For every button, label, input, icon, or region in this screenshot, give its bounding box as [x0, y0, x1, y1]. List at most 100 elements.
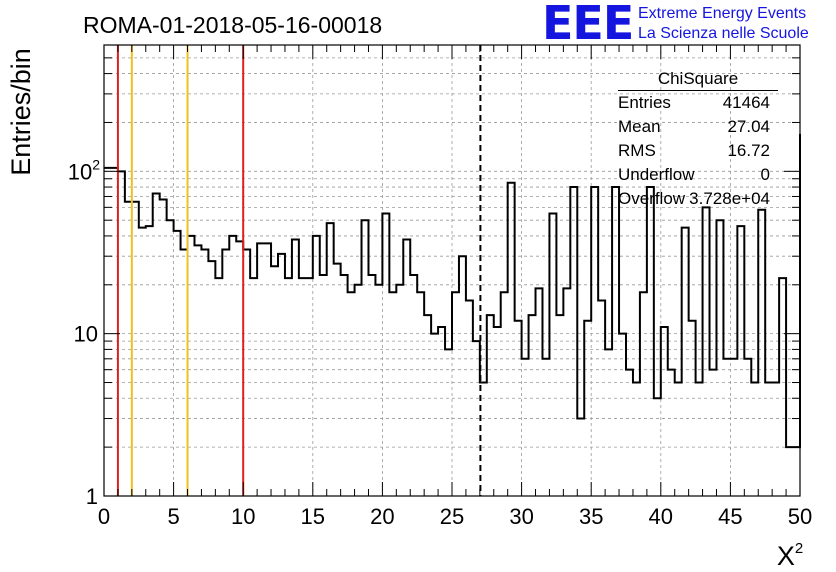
x-axis-label: X2	[777, 540, 803, 571]
histogram-bin	[229, 236, 236, 496]
histogram-bin	[125, 202, 132, 496]
y-tick-label: 1	[86, 484, 98, 509]
histogram-bin	[396, 285, 403, 496]
histogram-bin	[417, 292, 424, 496]
histogram-bin	[682, 228, 689, 496]
x-axis-label-superscript: 2	[795, 540, 803, 557]
stats-label: Mean	[618, 117, 661, 136]
histogram-bin	[779, 278, 786, 496]
x-tick-label: 20	[370, 504, 394, 529]
stats-row-underflow: Underflow 0	[610, 163, 778, 187]
histogram-bin	[751, 383, 758, 496]
histogram-bin	[716, 220, 723, 496]
histogram-bin	[292, 240, 299, 496]
histogram-bin	[139, 228, 146, 496]
histogram-bin	[668, 370, 675, 496]
histogram-bin	[640, 292, 647, 496]
x-tick-label: 40	[649, 504, 673, 529]
x-tick-label: 5	[167, 504, 179, 529]
x-tick-label: 45	[718, 504, 742, 529]
histogram-bin	[696, 383, 703, 496]
histogram-bin	[327, 223, 334, 496]
histogram-bin	[536, 288, 543, 496]
histogram-bin	[194, 245, 201, 496]
histogram-bin	[257, 243, 264, 496]
histogram-bin	[501, 292, 508, 496]
histogram-bin	[334, 264, 341, 496]
stats-box: ChiSquare Entries 41464 Mean 27.04 RMS 1…	[610, 68, 778, 211]
chart-title: ROMA-01-2018-05-16-00018	[83, 12, 383, 38]
histogram-bin	[508, 183, 515, 496]
histogram-bin	[243, 249, 250, 496]
stats-label: Entries	[618, 93, 671, 112]
histogram-bin	[563, 288, 570, 496]
histogram-bin	[522, 359, 529, 496]
histogram-bin	[591, 187, 598, 496]
histogram-bin	[188, 236, 195, 496]
logo-letters: EEE	[542, 0, 634, 50]
histogram-bin	[271, 266, 278, 496]
histogram-bin	[285, 278, 292, 496]
histogram-bin	[382, 213, 389, 496]
histogram-bin	[654, 398, 661, 496]
histogram-bin	[438, 327, 445, 496]
x-tick-label: 25	[440, 504, 464, 529]
stats-label: RMS	[618, 141, 656, 160]
histogram-bin	[146, 226, 153, 496]
histogram-bin	[403, 240, 410, 496]
histogram-bin	[772, 383, 779, 496]
histogram-bin	[313, 236, 320, 496]
histogram-bin	[647, 187, 654, 496]
histogram-bin	[710, 370, 717, 496]
y-tick-label-base: 10	[68, 159, 92, 184]
histogram-bin	[675, 383, 682, 496]
histogram-bin	[584, 321, 591, 496]
histogram-bin	[236, 241, 243, 496]
histogram-bin	[201, 249, 208, 496]
histogram-bin	[320, 275, 327, 496]
histogram-bin	[556, 315, 563, 496]
histogram-bin	[744, 359, 751, 496]
histogram-bin	[368, 275, 375, 496]
x-tick-label: 15	[301, 504, 325, 529]
histogram-bin	[459, 256, 466, 496]
histogram-bin	[160, 200, 167, 496]
histogram-bin	[494, 327, 501, 496]
histogram-bin	[375, 285, 382, 496]
x-tick-label: 0	[98, 504, 110, 529]
histogram-bin	[598, 301, 605, 496]
histogram-bin	[410, 275, 417, 496]
stats-value: 16.72	[727, 141, 770, 160]
histogram-bin	[174, 231, 181, 496]
y-axis-label: Entries/bin	[6, 48, 36, 176]
histogram-bin	[793, 447, 800, 496]
stats-row-rms: RMS 16.72	[610, 139, 778, 163]
x-axis-label-base: X	[777, 541, 795, 571]
histogram-bin	[111, 168, 118, 496]
histogram-bin	[570, 187, 577, 496]
histogram-bin	[529, 315, 536, 496]
stats-row-overflow: Overflow 3.728e+04	[610, 187, 778, 211]
histogram-bin	[605, 349, 612, 496]
histogram-bin	[362, 220, 369, 496]
histogram-bin	[758, 210, 765, 496]
histogram-bin	[619, 334, 626, 496]
histogram-bin	[452, 292, 459, 496]
histogram-bin	[723, 359, 730, 496]
histogram-bin	[250, 278, 257, 496]
histogram-bin	[786, 447, 793, 496]
histogram-bin	[633, 383, 640, 496]
stats-row-mean: Mean 27.04	[610, 115, 778, 139]
stats-value: 3.728e+04	[689, 189, 770, 208]
stats-value: 41464	[722, 93, 770, 112]
stats-title: ChiSquare	[618, 68, 778, 91]
histogram-bin	[703, 207, 710, 496]
histogram-bin	[431, 334, 438, 496]
histogram-bin	[424, 315, 431, 496]
x-tick-label: 30	[509, 504, 533, 529]
histogram-bin	[208, 261, 215, 496]
histogram-bin	[341, 275, 348, 496]
histogram-bin	[612, 187, 619, 496]
histogram-bin	[264, 243, 271, 496]
